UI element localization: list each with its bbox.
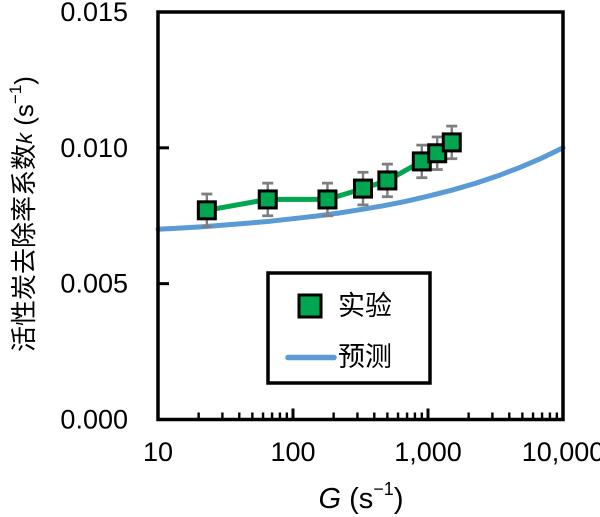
legend-box [266, 271, 432, 385]
legend-swatch-experiment [297, 293, 323, 319]
y-axis-title: 活性炭去除率系数k (s−1) [6, 76, 40, 352]
y-tick-label: 0.010 [60, 133, 128, 163]
x-axis-variable: G [319, 483, 342, 515]
x-axis-unit-sup: −1 [373, 479, 394, 499]
y-axis-unit-close: ) [9, 76, 39, 85]
experiment-point [196, 200, 217, 221]
y-tick-label: 0.015 [60, 0, 128, 27]
x-axis-unit-open: (s [341, 483, 373, 515]
legend-label-prediction: 预测 [338, 342, 392, 372]
y-tick-label: 0.000 [60, 405, 128, 435]
experiment-point [427, 143, 448, 164]
experiment-point [377, 170, 398, 191]
x-axis-ticks [197, 408, 559, 420]
x-tick-label: 1,000 [394, 437, 462, 467]
experiment-point [317, 189, 338, 210]
experiment-point [441, 132, 462, 153]
plot-frame [156, 10, 565, 422]
prediction-curve [155, 145, 566, 232]
experiment-point [352, 178, 373, 199]
y-axis-unit-sup: −1 [6, 85, 25, 104]
y-axis-variable: k [12, 132, 37, 144]
x-tick-label: 100 [270, 437, 315, 467]
x-axis-unit-close: ) [394, 483, 404, 515]
legend-label-experiment: 实验 [338, 291, 392, 321]
y-tick-label: 0.005 [60, 269, 128, 299]
experiment-point [257, 189, 278, 210]
x-axis-title: G (s−1) [319, 479, 404, 515]
y-axis-title-prefix: 活性炭去除率系数 [9, 144, 39, 352]
y-axis-unit-open: (s [9, 104, 39, 133]
x-tick-label: 10 [143, 437, 173, 467]
x-tick-label: 10,000 [522, 437, 600, 467]
